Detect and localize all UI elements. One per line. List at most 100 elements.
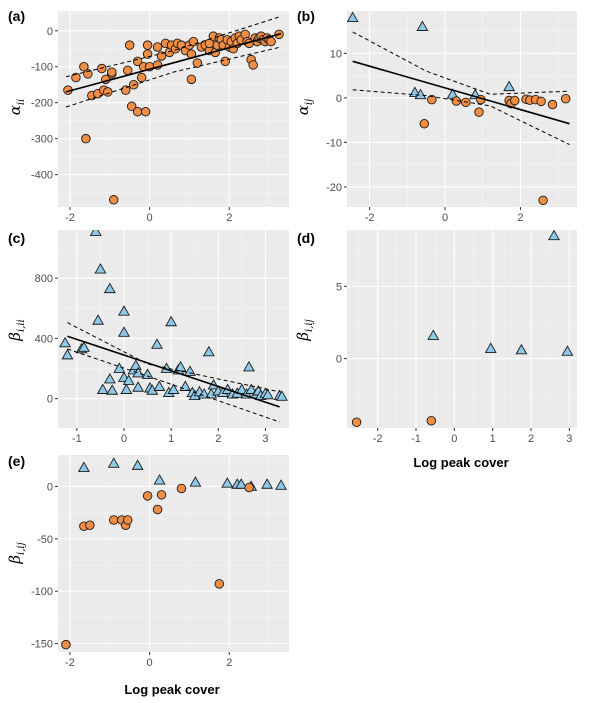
y-tick-label: -200 <box>31 98 53 110</box>
plot-background <box>58 455 289 652</box>
circle-point <box>186 74 197 85</box>
y-tick-label: -150 <box>31 639 53 651</box>
circle-point <box>510 95 520 106</box>
y-tick-label: 0 <box>47 394 53 406</box>
x-tick-label: -1 <box>411 433 421 445</box>
plot-background <box>347 11 577 207</box>
triangle-point <box>141 368 154 379</box>
triangle-point <box>548 230 560 241</box>
circle-point <box>142 40 153 50</box>
circle-point <box>132 106 143 117</box>
ci-lower-line <box>65 46 282 108</box>
circle-point <box>176 483 187 494</box>
circle-point <box>136 72 147 83</box>
x-tick-label: 2 <box>226 657 232 669</box>
y-tick-label: -100 <box>31 62 53 74</box>
triangle-point <box>242 360 255 372</box>
triangle-point <box>118 326 130 337</box>
x-axis-title-d: Log peak cover <box>413 455 508 470</box>
triangle-point <box>167 383 180 394</box>
y-tick-label: -10 <box>326 137 342 149</box>
y-tick-label: -300 <box>31 134 53 146</box>
circle-point <box>122 515 133 525</box>
x-tick-label: 3 <box>566 433 572 445</box>
triangle-point <box>77 461 90 472</box>
circle-point <box>427 94 437 105</box>
x-tick-label: 1 <box>490 433 496 445</box>
triangle-point <box>261 388 274 400</box>
triangle-point <box>275 390 288 401</box>
y-tick-label: -100 <box>31 586 53 598</box>
circle-point <box>220 56 231 67</box>
circle-point <box>474 107 484 117</box>
circle-point <box>122 65 133 76</box>
x-tick-label: 0 <box>451 433 457 445</box>
panel-letter: (e) <box>8 453 25 469</box>
panel-d: -2 -1 0 1 2 3 0 5 (d) βi,ij <box>294 230 577 445</box>
triangle-point <box>120 383 133 394</box>
triangle-point <box>106 384 119 395</box>
y-axis-label: βi,ij <box>6 542 27 564</box>
y-tick-label: -50 <box>37 534 53 546</box>
triangle-point <box>221 477 234 488</box>
plot-data <box>351 230 574 427</box>
triangle-point <box>129 359 142 370</box>
plot-data <box>59 230 288 423</box>
panel-letter: (c) <box>8 230 25 246</box>
circle-point <box>152 42 163 52</box>
circle-point <box>351 417 362 427</box>
y-axis-label: αij <box>294 99 315 115</box>
circle-point <box>140 106 151 117</box>
panel-letter: (b) <box>297 8 315 24</box>
circle-point <box>188 36 199 47</box>
x-tick-label: 0 <box>147 657 153 669</box>
circle-point <box>152 504 163 515</box>
triangle-point <box>118 305 130 316</box>
triangle-point <box>61 348 74 360</box>
triangle-point <box>235 478 248 489</box>
triangle-point <box>245 383 258 394</box>
circle-point <box>560 94 571 104</box>
triangle-point <box>189 476 202 487</box>
x-tick-label: -2 <box>65 657 75 669</box>
ci-upper-line <box>352 31 570 95</box>
triangle-point <box>89 230 102 236</box>
x-tick-label: 2 <box>517 212 523 224</box>
x-tick-label: 2 <box>528 433 534 445</box>
triangle-point <box>198 388 211 399</box>
panel-a: -2 0 2 -400 -300 -200 -100 0 (a) αii <box>6 8 289 224</box>
y-tick-label: 10 <box>330 48 342 60</box>
plot-data <box>347 11 571 206</box>
circle-point <box>126 101 137 112</box>
fit-line <box>352 60 570 125</box>
y-tick-label: -400 <box>31 170 53 182</box>
plot-background <box>347 230 577 428</box>
triangle-point <box>153 380 166 391</box>
plot-data <box>61 457 288 650</box>
y-tick-label: 0 <box>336 93 342 105</box>
circle-point <box>426 416 437 426</box>
x-axis-title-e: Log peak cover <box>124 682 219 697</box>
triangle-point <box>122 374 135 385</box>
panel-e: -2 0 2 -150 -100 -50 0 (e) βi,ij <box>6 453 289 669</box>
y-axis-label: βi,ii <box>6 319 27 341</box>
y-tick-label: -20 <box>326 182 342 194</box>
y-tick-label: 0 <box>47 26 53 38</box>
triangle-point <box>427 329 440 340</box>
triangle-point <box>275 479 288 490</box>
triangle-point <box>103 282 116 294</box>
triangle-point <box>202 345 215 357</box>
y-tick-label: 0 <box>47 481 53 493</box>
y-axis-label: αii <box>6 99 27 116</box>
panel-c: -1 0 1 2 3 0 400 800 (c) βi,ii <box>6 230 289 445</box>
circle-point <box>156 490 167 500</box>
triangle-point <box>94 263 107 274</box>
y-tick-label: 0 <box>336 354 342 366</box>
triangle-point <box>151 338 163 349</box>
y-tick-label: 5 <box>336 281 342 293</box>
triangle-point <box>103 372 116 384</box>
circle-point <box>156 51 167 61</box>
triangle-point <box>484 342 497 353</box>
triangle-point <box>96 383 109 394</box>
